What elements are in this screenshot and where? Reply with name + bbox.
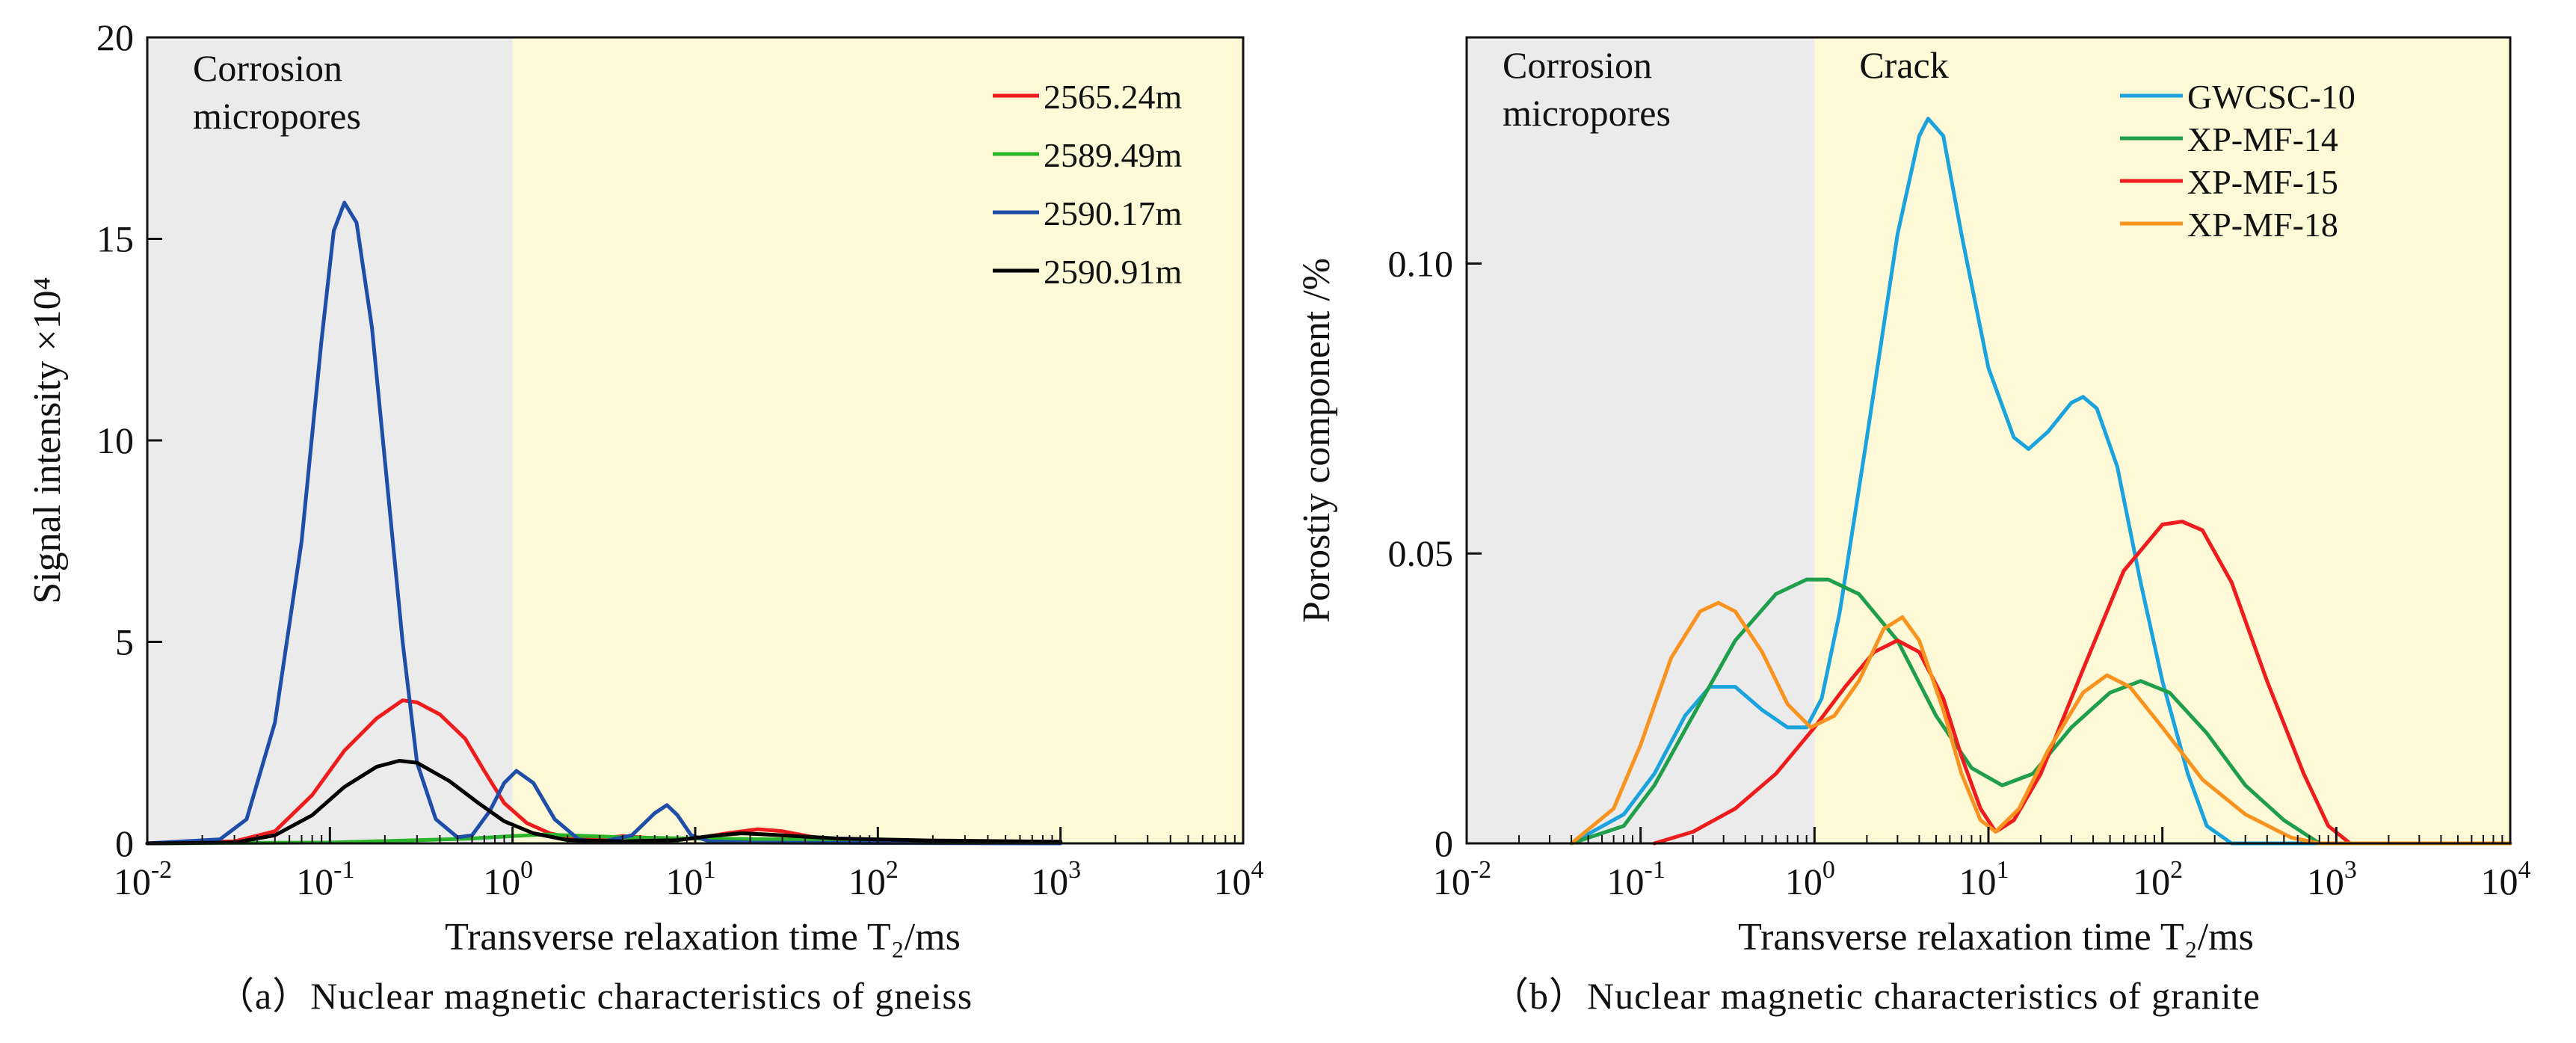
region-label: Crack [1859,44,1948,86]
series-line-xp-mf-18 [1569,600,2512,846]
x-tick-label: 100 [483,856,533,902]
x-tick-label: 102 [2133,856,2183,902]
x-tick-exponent: 0 [1822,856,1835,884]
x-tick-exponent: 4 [2518,856,2531,884]
y-tick-label: 0.05 [1388,532,1454,574]
x-tick-exponent: 3 [2344,856,2357,884]
x-tick-label: 10-2 [1433,856,1491,902]
x-tick-base: 10 [2307,861,2344,902]
caption-a: （a）Nuclear magnetic characteristics of g… [217,975,973,1017]
y-tick-label: 20 [96,16,134,58]
y-axis-title: Porostiy component /% [1295,258,1338,623]
x-tick-exponent: 2 [886,856,899,884]
region-micropores-band [1467,37,1815,843]
region-label-line: Corrosion [1503,44,1652,86]
legend-label: XP-MF-18 [2187,206,2338,244]
x-tick-exponent: -1 [333,856,354,884]
legend-label: 2589.49m [1044,136,1183,174]
x-tick-base: 10 [2133,861,2170,902]
x-tick-exponent: -2 [151,856,172,884]
y-tick-label: 0.10 [1388,242,1454,284]
region-label: Corrosion micropores [1503,44,1671,134]
y-tick-label: 0 [115,822,134,864]
x-tick-label: 100 [1785,856,1835,902]
x-tick-base: 10 [666,861,703,902]
y-tick-label: 0 [1435,822,1453,864]
x-tick-label: 101 [1959,856,2009,902]
region-micropores-band [147,37,513,843]
x-tick-base: 10 [483,861,520,902]
x-tick-base: 10 [1433,861,1470,902]
legend-label: 2590.17m [1044,194,1183,233]
legend-label: 2590.91m [1044,253,1183,291]
x-tick-label: 10-1 [1607,856,1666,902]
x-tick-base: 10 [1959,861,1997,902]
series-line-2590-91m [145,759,1063,846]
x-axis-title: Transverse relaxation time T₂/ms [1738,916,2254,959]
caption-b: （b）Nuclear magnetic characteristics of g… [1491,975,2261,1017]
region-label-line: micropores [1503,92,1671,134]
series-line-xp-mf-15 [1652,520,2512,846]
x-tick-base: 10 [296,861,333,902]
x-tick-exponent: 0 [520,856,533,884]
y-axis-title: Signal intensity ×10⁴ [26,277,69,603]
x-tick-label: 104 [1214,856,1264,902]
region-crack-band [1814,37,2510,843]
x-axis-title: Transverse relaxation time T₂/ms [445,916,961,959]
x-tick-exponent: 3 [1068,856,1081,884]
x-tick-base: 10 [2481,861,2518,902]
x-tick-base: 10 [1214,861,1251,902]
series-line-2589-49m [145,832,1063,846]
x-tick-exponent: -2 [1470,856,1491,884]
x-tick-exponent: 2 [2170,856,2183,884]
x-tick-label: 101 [666,856,716,902]
x-tick-base: 10 [848,861,886,902]
y-tick-label: 10 [96,419,134,461]
series-line-gwcsc-10 [1569,117,2512,846]
x-tick-exponent: 1 [1997,856,2009,884]
x-tick-label: 103 [1031,856,1081,902]
region-crack-band [512,37,1243,843]
series-line-2590-17m [145,200,1063,846]
x-tick-label: 103 [2307,856,2357,902]
legend-label: XP-MF-15 [2187,163,2338,201]
series-line-xp-mf-14 [1569,577,2512,846]
region-label-line: Corrosion [193,47,342,89]
region-label: Corrosion micropores [193,47,361,137]
y-tick-label: 5 [115,621,134,663]
region-label-line: micropores [193,95,361,137]
x-tick-base: 10 [1031,861,1068,902]
x-tick-exponent: 4 [1251,856,1264,884]
y-tick-label: 15 [96,218,134,260]
x-tick-base: 10 [1785,861,1822,902]
legend-label: XP-MF-14 [2187,120,2338,159]
x-tick-label: 10-1 [296,856,354,902]
legend-label: 2565.24m [1044,78,1183,116]
legend-label: GWCSC-10 [2187,78,2355,116]
x-tick-base: 10 [114,861,151,902]
x-tick-base: 10 [1607,861,1645,902]
x-tick-label: 102 [848,856,899,902]
region-label-line: Crack [1859,44,1948,86]
x-tick-label: 104 [2481,856,2531,902]
x-tick-label: 10-2 [114,856,172,902]
x-tick-exponent: -1 [1645,856,1666,884]
x-tick-exponent: 1 [703,856,716,884]
